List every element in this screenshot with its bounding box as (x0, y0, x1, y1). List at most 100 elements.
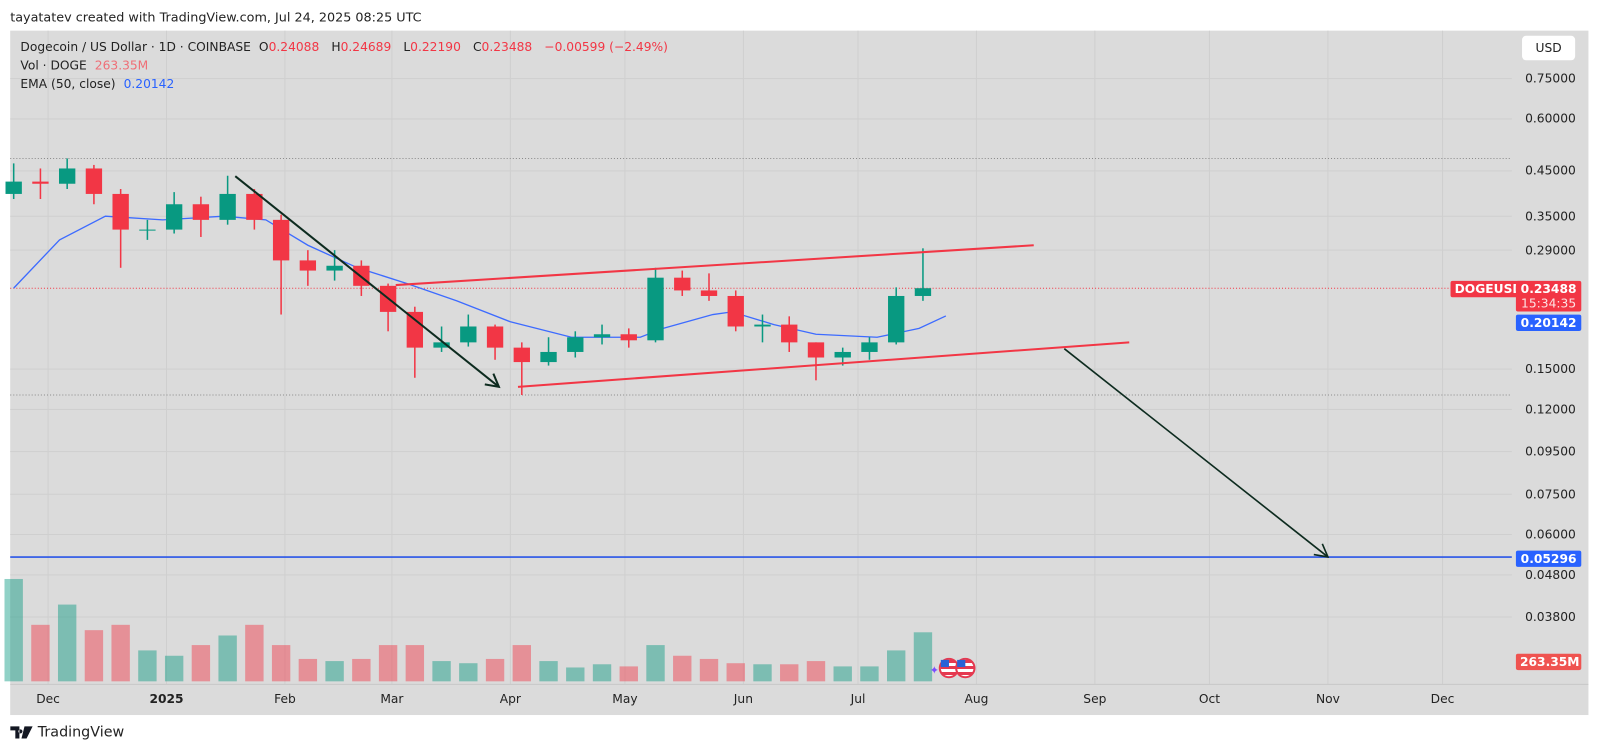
price-tick-label: 0.29000 (1525, 243, 1576, 258)
channel-lower-line (517, 341, 1130, 388)
us-flag-icon[interactable] (955, 657, 976, 679)
volume-bar (84, 630, 104, 682)
price-tick-label: 0.07500 (1525, 487, 1576, 502)
time-tick-label: Dec (36, 691, 60, 706)
candle-body (460, 326, 477, 343)
legend-ema-row[interactable]: EMA (50, close) 0.20142 (20, 77, 178, 91)
low-value: 0.22190 (410, 39, 461, 55)
open-label: O (258, 39, 269, 55)
price-tick-label: 0.15000 (1525, 361, 1576, 377)
candle-body (513, 347, 530, 363)
volume-bar (432, 661, 451, 682)
candle-body (727, 295, 744, 327)
candle-body (433, 342, 450, 348)
legend-symbol-row: Dogecoin / US Dollar · 1D · COINBASE O0.… (20, 40, 672, 54)
volume-bar (4, 578, 23, 682)
time-tick-label: 2025 (149, 691, 184, 706)
volume-label: Vol · DOGE (20, 58, 87, 73)
volume-bar (298, 658, 318, 682)
candle-body (620, 334, 637, 341)
candle-body (192, 204, 210, 220)
attribution: tayatatev created with TradingView.com, … (10, 9, 422, 25)
legend-volume-row[interactable]: Vol · DOGE 263.35M (20, 58, 152, 72)
time-tick-label: Dec (1430, 691, 1455, 706)
candle-body (781, 324, 798, 343)
close-label: C (472, 39, 482, 55)
volume-bar (539, 661, 558, 682)
volume-bar (753, 664, 772, 682)
ema-value: 0.20142 (123, 76, 175, 91)
price-tick-label: 0.35000 (1525, 209, 1576, 224)
candle-body (754, 324, 771, 327)
volume-bar (833, 666, 852, 682)
candle-body (272, 219, 290, 261)
candle-body (567, 337, 584, 352)
price-tick-label: 0.03800 (1525, 609, 1576, 625)
candle-body (888, 295, 905, 343)
chart-panel[interactable] (10, 30, 1589, 716)
candle-body (406, 311, 424, 348)
volume-bar (245, 624, 264, 682)
time-tick-label: Sep (1083, 691, 1107, 706)
volume-bar (887, 650, 906, 682)
target-arrow-head (1313, 543, 1330, 558)
sparkle-icon: ✦ (929, 663, 939, 678)
open-value: 0.24088 (268, 39, 320, 55)
candle-body (165, 204, 183, 230)
time-tick-label: May (612, 691, 638, 706)
time-tick-label: Nov (1315, 691, 1340, 706)
volume-bar (646, 645, 665, 682)
symbol-description: Dogecoin / US Dollar · 1D · COINBASE (20, 39, 251, 55)
volume-bar (726, 663, 745, 682)
volume-bar (566, 667, 585, 682)
downtrend-arrow-head (484, 373, 501, 389)
time-tick-label: Oct (1198, 691, 1221, 706)
time-tick-label: Aug (964, 691, 989, 706)
brand-name: TradingView (37, 724, 125, 741)
volume-bar (913, 632, 933, 682)
volume-bar (352, 658, 371, 682)
price-tick-label: 0.06000 (1525, 527, 1576, 542)
volume-bar (806, 661, 826, 682)
volume-bar (164, 655, 184, 682)
price-tick-label: 0.09500 (1525, 444, 1576, 459)
volume-bar (378, 645, 398, 682)
target-arrow (1063, 348, 1329, 558)
ema-price-tag: 0.20142 (1515, 314, 1582, 331)
candle-body (112, 193, 129, 230)
candle-body (700, 290, 718, 296)
volume-bar (485, 658, 505, 682)
downtrend-arrow (234, 175, 500, 388)
candle-body (139, 229, 156, 231)
candle-body (299, 260, 317, 271)
volume-bar (31, 624, 50, 682)
ema-line (13, 215, 947, 338)
candle-body (593, 334, 611, 338)
currency-button[interactable]: USD (1522, 35, 1576, 61)
close-value: 0.23488 (481, 39, 533, 55)
volume-bar (619, 666, 638, 682)
volume-bar (459, 663, 478, 682)
price-tick-label: 0.45000 (1525, 163, 1576, 178)
change-value: −0.00599 (−2.49%) (544, 39, 668, 55)
candle-body (219, 193, 236, 220)
price-tick-label: 0.04800 (1525, 567, 1576, 582)
candle-body (246, 193, 263, 220)
volume-bar (111, 624, 130, 682)
bar-countdown: 15:34:35 (1521, 296, 1577, 311)
volume-bar (191, 645, 211, 682)
volume-bar (780, 664, 799, 682)
candle-body (486, 326, 504, 348)
candle-body (85, 168, 103, 194)
last-price: 0.23488 (1520, 281, 1577, 297)
volume-tag: 263.35M (1515, 653, 1582, 671)
tradingview-logo[interactable]: TradingView (10, 724, 125, 741)
economic-events-icons[interactable]: ✦ (929, 657, 976, 679)
candle-body (861, 342, 878, 352)
candle-body (914, 288, 932, 296)
candle-body (674, 277, 691, 291)
price-tick-label: 0.12000 (1525, 402, 1576, 417)
last-price-tag: 0.23488 15:34:35 (1515, 280, 1582, 312)
ema-label: EMA (50, close) (20, 76, 116, 91)
